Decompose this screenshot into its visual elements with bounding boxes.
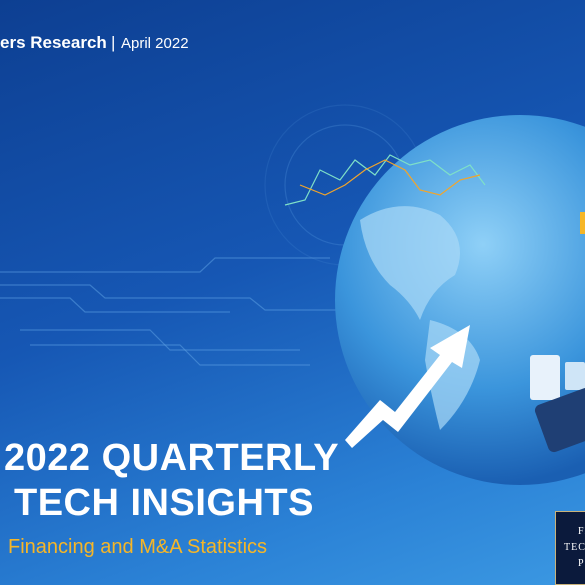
logo: FI TEC P: [555, 511, 585, 585]
logo-text: TEC: [564, 542, 585, 553]
separator: |: [111, 33, 116, 52]
brand: ers Research: [0, 33, 107, 52]
subtitle: Financing and M&A Statistics: [8, 536, 268, 558]
logo-text: P: [578, 558, 585, 569]
logo-text: FI: [578, 526, 585, 537]
date: April 2022: [121, 35, 189, 52]
title-line: 2022 QUARTERLY: [4, 437, 340, 479]
title-line: TECH INSIGHTS: [14, 482, 314, 524]
